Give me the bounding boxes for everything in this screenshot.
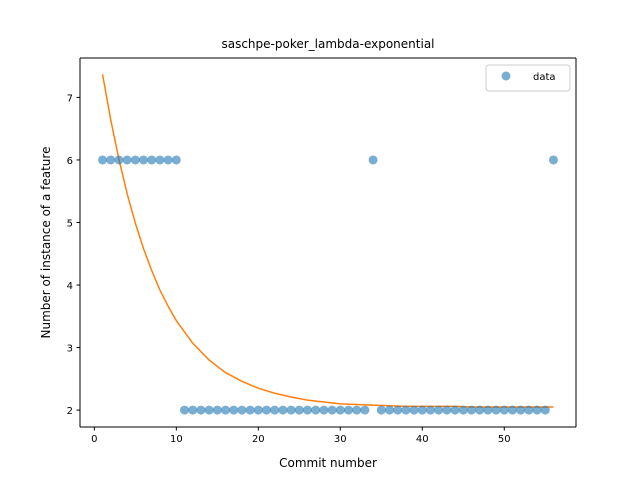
x-tick-label: 0 bbox=[91, 434, 97, 445]
data-point bbox=[368, 155, 378, 165]
y-axis-label: Number of instance of a feature bbox=[39, 147, 53, 339]
x-tick-label: 30 bbox=[334, 434, 347, 445]
data-point bbox=[524, 405, 534, 415]
x-ticks: 0 10 20 30 40 50 bbox=[91, 427, 511, 445]
data-point bbox=[442, 405, 452, 415]
data-point bbox=[294, 405, 304, 415]
data-point bbox=[450, 405, 460, 415]
data-point bbox=[245, 405, 255, 415]
legend-marker-data bbox=[501, 71, 511, 81]
data-point bbox=[532, 405, 542, 415]
data-point bbox=[417, 405, 427, 415]
axes-frame bbox=[79, 57, 577, 428]
data-point bbox=[163, 155, 173, 165]
data-point bbox=[98, 155, 108, 165]
x-tick-label: 20 bbox=[252, 434, 265, 445]
data-point bbox=[270, 405, 280, 415]
data-point bbox=[507, 405, 517, 415]
data-point bbox=[409, 405, 419, 415]
data-point bbox=[286, 405, 296, 415]
data-point bbox=[434, 405, 444, 415]
data-point bbox=[114, 155, 124, 165]
data-point bbox=[311, 405, 321, 415]
data-point bbox=[237, 405, 247, 415]
data-point bbox=[360, 405, 370, 415]
data-point bbox=[253, 405, 263, 415]
data-point bbox=[262, 405, 272, 415]
data-point bbox=[139, 155, 149, 165]
data-point bbox=[491, 405, 501, 415]
data-point bbox=[303, 405, 312, 415]
data-point bbox=[458, 405, 468, 415]
x-tick-label: 50 bbox=[498, 434, 511, 445]
data-point bbox=[335, 405, 345, 415]
chart-title: saschpe-poker_lambda-exponential bbox=[221, 37, 434, 51]
y-ticks: 2 3 4 5 6 7 bbox=[67, 93, 80, 417]
y-tick-label: 6 bbox=[67, 156, 73, 167]
data-point bbox=[466, 405, 476, 415]
data-point bbox=[229, 405, 239, 415]
data-point bbox=[106, 155, 116, 165]
data-point bbox=[376, 405, 386, 415]
y-tick-label: 4 bbox=[67, 281, 73, 292]
data-point bbox=[548, 155, 558, 165]
data-point bbox=[212, 405, 222, 415]
data-point bbox=[475, 405, 485, 415]
data-point bbox=[122, 155, 132, 165]
y-tick-label: 7 bbox=[67, 93, 73, 104]
data-point bbox=[196, 405, 206, 415]
data-point bbox=[221, 405, 231, 415]
data-point bbox=[155, 155, 165, 165]
data-point bbox=[327, 405, 337, 415]
data-point bbox=[516, 405, 526, 415]
legend: data bbox=[485, 64, 571, 92]
x-tick-label: 10 bbox=[170, 434, 183, 445]
y-tick-label: 5 bbox=[67, 218, 73, 229]
legend-box bbox=[485, 64, 571, 92]
data-point bbox=[425, 405, 435, 415]
y-tick-label: 2 bbox=[67, 406, 73, 417]
data-point bbox=[180, 405, 190, 415]
data-point bbox=[204, 405, 214, 415]
data-point bbox=[319, 405, 329, 415]
legend-label-data: data bbox=[533, 72, 556, 83]
data-point bbox=[352, 405, 362, 415]
data-point bbox=[384, 405, 394, 415]
data-point bbox=[147, 155, 157, 165]
y-tick-label: 3 bbox=[67, 344, 73, 355]
data-point bbox=[393, 405, 403, 415]
data-point bbox=[188, 405, 198, 415]
plot-area bbox=[80, 58, 576, 427]
data-point bbox=[130, 155, 140, 165]
x-tick-label: 40 bbox=[416, 434, 429, 445]
x-axis-label: Commit number bbox=[279, 456, 377, 470]
data-point bbox=[401, 405, 411, 415]
data-point bbox=[483, 405, 493, 415]
data-point bbox=[499, 405, 509, 415]
data-point bbox=[278, 405, 288, 415]
data-points-layer bbox=[98, 155, 558, 415]
data-point bbox=[171, 155, 181, 165]
data-point bbox=[344, 405, 353, 415]
data-point bbox=[540, 405, 550, 415]
